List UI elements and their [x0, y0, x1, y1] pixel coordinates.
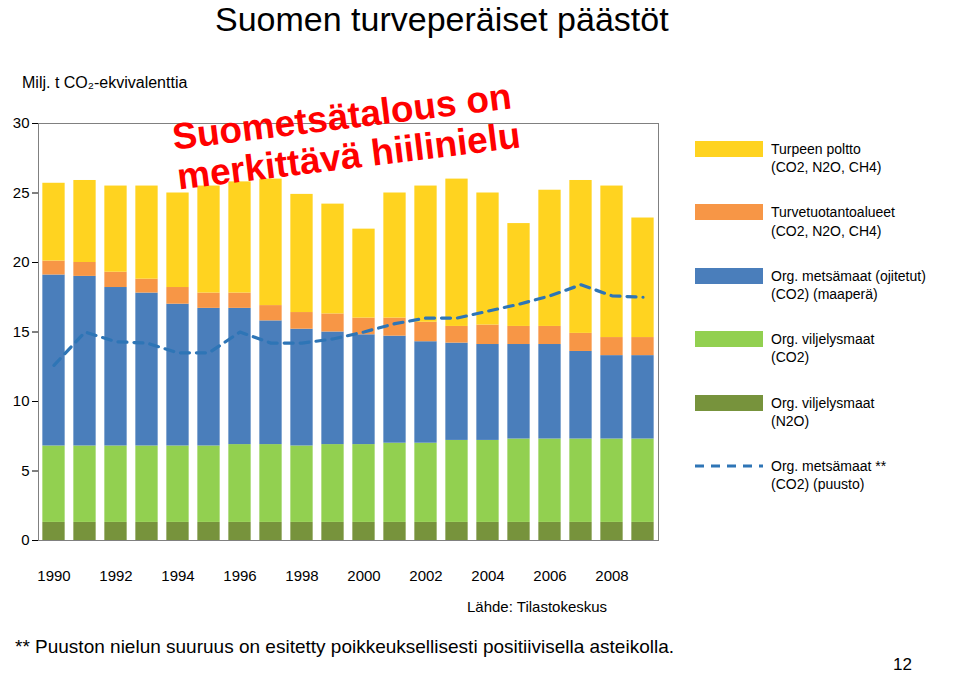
svg-text:5: 5 — [21, 462, 29, 479]
svg-text:1998: 1998 — [285, 567, 318, 584]
html-text:Turpeen poltto (CO2, N2O, CH4): Turpeen poltto (CO2, N2O, CH4) — [771, 141, 882, 176]
html-text:Suometsätalous on merkittävä h: Suometsätalous on merkittävä hiilinielu — [169, 75, 523, 198]
svg-text:0: 0 — [21, 531, 29, 548]
html-text:12: 12 — [893, 655, 912, 674]
html-text:Org. viljelysmaat (N2O): Org. viljelysmaat (N2O) — [771, 394, 875, 429]
svg-text:1990: 1990 — [37, 567, 70, 584]
html-text:Lähde: Tilastokeskus: Lähde: Tilastokeskus — [467, 598, 608, 615]
svg-text:30: 30 — [13, 114, 30, 131]
svg-text:20: 20 — [13, 253, 30, 270]
html-text:Suomen turveperäiset päästöt: Suomen turveperäiset päästöt — [215, 0, 669, 38]
html-text:Org. metsämaat ** (CO2) (puust: Org. metsämaat ** (CO2) (puusto) — [771, 457, 887, 493]
svg-text:1992: 1992 — [99, 567, 132, 584]
html-text:Org. metsämaat (ojitetut) (CO2: Org. metsämaat (ojitetut) (CO2) (maaperä… — [771, 267, 926, 302]
svg-text:2008: 2008 — [595, 567, 628, 584]
svg-text:2006: 2006 — [533, 567, 566, 584]
svg-text:1996: 1996 — [223, 567, 256, 584]
html-text:Org. viljelysmaat (CO2): Org. viljelysmaat (CO2) — [771, 331, 875, 366]
html-text:** Puuston nielun suuruus on e: ** Puuston nielun suuruus on esitetty po… — [15, 636, 674, 657]
svg-text:15: 15 — [13, 323, 30, 340]
svg-text:25: 25 — [13, 184, 30, 201]
html-text:Turvetuotantoalueet (CO2, N2O,: Turvetuotantoalueet (CO2, N2O, CH4) — [771, 204, 895, 239]
svg-text:1994: 1994 — [161, 567, 194, 584]
svg-text:2002: 2002 — [409, 567, 442, 584]
svg-text:10: 10 — [13, 392, 30, 409]
svg-text:2000: 2000 — [347, 567, 380, 584]
svg-text:2004: 2004 — [471, 567, 504, 584]
html-text:Milj. t CO₂-ekvivalenttia: Milj. t CO₂-ekvivalenttia — [22, 74, 188, 91]
